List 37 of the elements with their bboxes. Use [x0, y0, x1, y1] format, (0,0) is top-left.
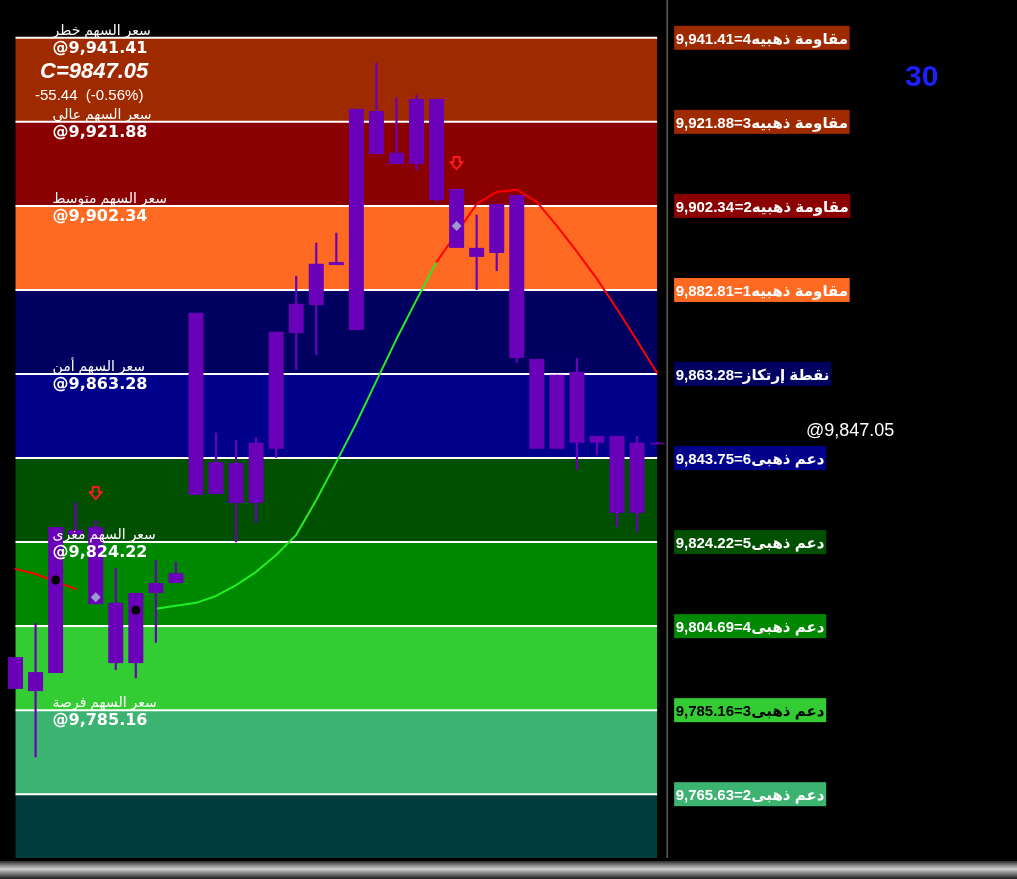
candlestick: [469, 213, 485, 292]
candlestick: [388, 96, 404, 166]
candlestick: [328, 231, 344, 267]
text: =2مقاومة ذهبيه: [734, 197, 849, 216]
y-tick-label: 9,941.41: [675, 29, 735, 47]
point: [51, 575, 61, 585]
text: =نقطة إرتكاز: [734, 366, 830, 385]
y-tick-label: 9,785.16: [675, 702, 735, 720]
y-tick-label: 9,804.69: [675, 618, 735, 636]
y-tick-label: 9,824.22: [675, 534, 735, 552]
line-series: [154, 261, 438, 610]
text: =4دعم ذهبى: [734, 618, 825, 637]
annotation: C=9847.05: [40, 58, 150, 83]
text: =4مقاومة ذهبيه: [734, 29, 849, 48]
y-tick-label: 9,882.81: [675, 281, 735, 299]
line-series: [435, 188, 659, 375]
text: =6دعم ذهبى: [734, 450, 825, 469]
text: @9,847.05: [806, 420, 895, 440]
y-tick-label: 9,765.63: [675, 786, 735, 804]
point: [451, 220, 462, 231]
y-tick-label: 9,902.34: [675, 197, 735, 215]
text: =1مقاومة ذهبيه: [734, 281, 849, 300]
y-tick-label: 9,863.28: [675, 366, 735, 384]
y-tick-label: 9,921.88: [675, 113, 735, 131]
point: [449, 156, 464, 171]
text: =3مقاومة ذهبيه: [734, 113, 849, 132]
text: =3دعم ذهبى: [734, 702, 825, 721]
y-tick-label: 9,843.75: [675, 450, 735, 468]
annotation: -55.44 (-0.56%): [35, 86, 144, 103]
point: [88, 486, 103, 501]
text: 30: [905, 59, 939, 92]
text: =2دعم ذهبى: [734, 786, 825, 805]
candlestick: [148, 559, 164, 644]
point: [131, 605, 141, 615]
text: =5دعم ذهبى: [734, 534, 825, 553]
point: [90, 592, 101, 603]
candlestick: [28, 621, 44, 759]
